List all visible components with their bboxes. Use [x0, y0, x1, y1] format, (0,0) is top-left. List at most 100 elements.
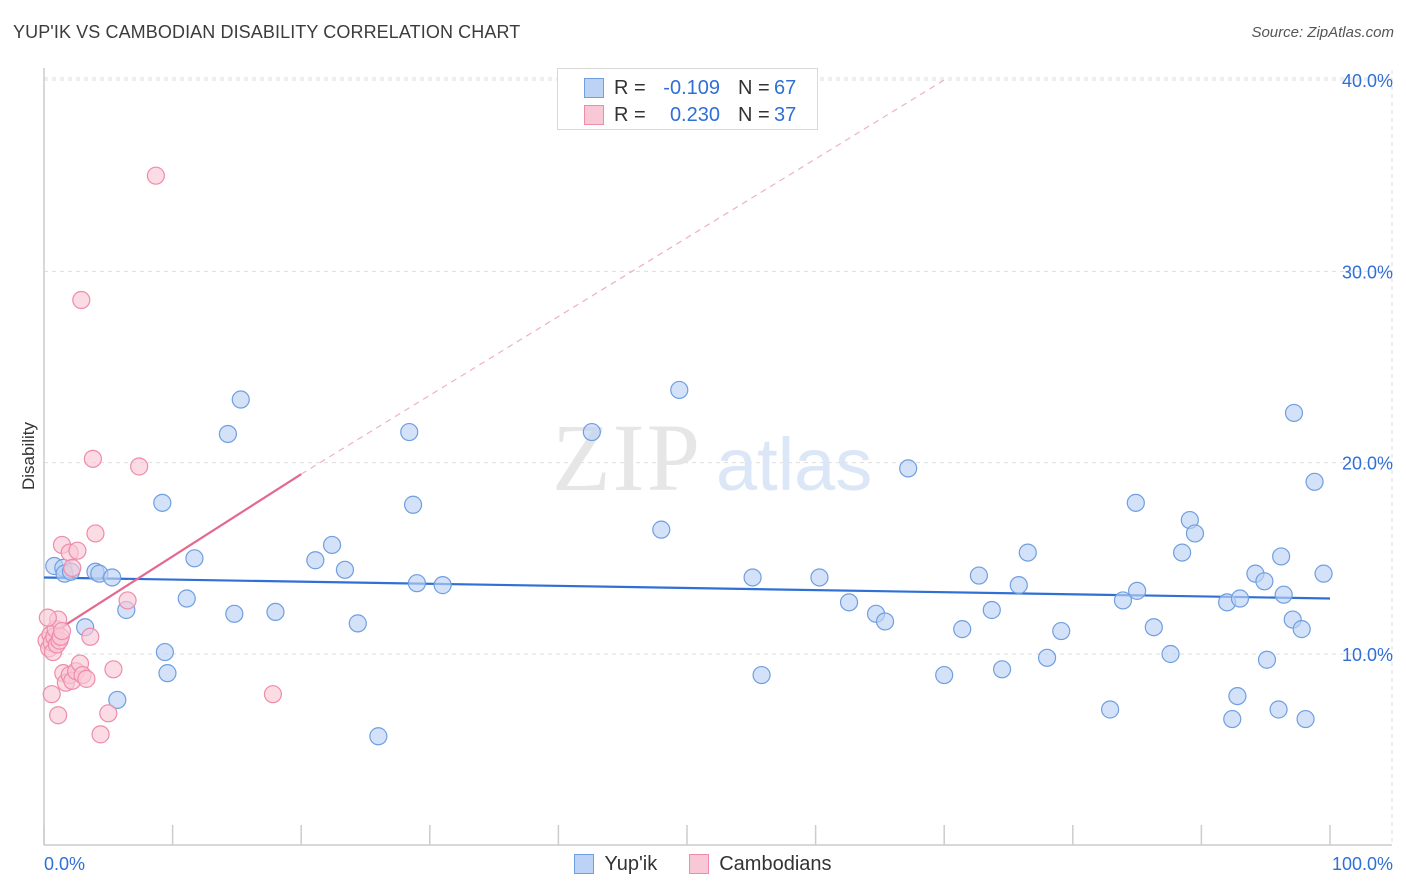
data-point-yupik	[108, 690, 127, 710]
data-point-yupik	[1274, 585, 1293, 604]
data-point-yupik	[1223, 709, 1242, 729]
data-point-yupik	[1018, 543, 1037, 562]
legend-swatch-yupik	[574, 854, 595, 874]
data-point-yupik	[839, 593, 859, 612]
data-point-yupik	[433, 576, 452, 595]
data-point-cambodians	[77, 669, 96, 688]
legend-label-yupik: Yup'ik	[604, 852, 658, 875]
correlation-legend: R = -0.109 N = 67 R = 0.230 N = 37	[557, 68, 818, 130]
x-tick-label: 0.0%	[44, 854, 85, 874]
data-point-yupik	[652, 520, 671, 539]
data-point-yupik	[185, 549, 204, 568]
data-point-yupik	[935, 665, 954, 685]
data-point-yupik	[306, 551, 325, 570]
data-point-yupik	[1257, 650, 1277, 669]
data-point-yupik	[969, 566, 989, 585]
chart-title: YUP'IK VS CAMBODIAN DISABILITY CORRELATI…	[13, 22, 521, 42]
data-point-yupik	[1314, 564, 1333, 583]
data-point-cambodians	[130, 457, 149, 476]
data-point-yupik	[1228, 686, 1247, 706]
data-point-yupik	[218, 424, 237, 444]
data-points	[37, 166, 1333, 746]
legend-r-value: -0.109	[663, 76, 720, 99]
data-point-cambodians	[263, 685, 283, 704]
data-point-yupik	[1100, 700, 1120, 719]
data-point-yupik	[103, 568, 122, 587]
legend-n-value: 37	[774, 103, 797, 126]
data-point-cambodians	[49, 706, 68, 725]
data-point-yupik	[1009, 576, 1028, 595]
data-point-yupik	[1161, 644, 1180, 664]
data-point-yupik	[369, 727, 388, 746]
legend-row-cambodians: R = 0.230 N = 37	[584, 102, 796, 128]
data-point-yupik	[1052, 621, 1071, 641]
data-point-cambodians	[81, 627, 100, 646]
data-point-yupik	[155, 642, 174, 662]
y-tick-label: 10.0%	[1342, 645, 1393, 665]
data-point-yupik	[743, 568, 762, 587]
data-point-cambodians	[146, 166, 165, 185]
data-point-cambodians	[99, 704, 118, 723]
data-point-cambodians	[63, 558, 82, 578]
legend-n-label: N =	[738, 76, 770, 99]
legend-n-value: 67	[774, 76, 797, 99]
data-point-cambodians	[68, 541, 87, 560]
data-point-yupik	[348, 614, 367, 633]
legend-swatch-yupik	[584, 78, 604, 98]
data-point-yupik	[1305, 472, 1324, 491]
data-point-yupik	[158, 664, 177, 683]
legend-n-label: N =	[738, 103, 770, 126]
data-point-yupik	[1230, 589, 1250, 608]
data-point-cambodians	[86, 524, 105, 543]
data-point-cambodians	[38, 608, 57, 627]
legend-item-yupik[interactable]: Yup'ik	[574, 853, 657, 876]
data-point-yupik	[1272, 547, 1291, 566]
data-point-cambodians	[104, 660, 123, 679]
data-point-cambodians	[118, 591, 137, 610]
tick-labels: 10.0% 20.0% 30.0% 40.0% 0.0% 100.0%	[44, 71, 1393, 874]
trend-line-cambodians	[43, 473, 302, 640]
data-point-yupik	[266, 602, 285, 622]
data-point-yupik	[1269, 700, 1288, 719]
data-point-yupik	[335, 560, 355, 579]
data-point-yupik	[670, 380, 689, 400]
legend-item-cambodians[interactable]: Cambodians	[689, 852, 832, 876]
data-point-cambodians	[83, 449, 102, 468]
data-point-yupik	[1113, 591, 1133, 610]
data-point-yupik	[225, 604, 244, 623]
data-point-yupik	[953, 620, 972, 639]
data-point-yupik	[153, 493, 172, 512]
data-point-cambodians	[91, 725, 110, 744]
watermark-zip: ZIP	[552, 404, 702, 511]
legend-r-value: 0.230	[669, 103, 720, 126]
series-legend: Yup'ik Cambodians	[0, 851, 1406, 877]
source-label: Source: ZipAtlas.com	[1251, 24, 1394, 41]
data-point-cambodians	[42, 685, 61, 704]
data-point-yupik	[1185, 524, 1205, 543]
legend-swatch-cambodians	[584, 105, 604, 125]
data-point-yupik	[1127, 581, 1147, 600]
legend-swatch-cambodians	[689, 854, 710, 874]
legend-label-cambodians: Cambodians	[719, 852, 832, 875]
data-point-yupik	[407, 574, 427, 593]
data-point-cambodians	[72, 290, 91, 310]
watermark-atlas: atlas	[716, 423, 872, 506]
data-point-yupik	[400, 422, 419, 442]
data-point-yupik	[899, 459, 918, 478]
data-point-yupik	[1292, 620, 1311, 639]
y-tick-label: 30.0%	[1342, 262, 1393, 282]
y-tick-label: 40.0%	[1342, 71, 1393, 91]
data-point-yupik	[1296, 709, 1315, 729]
data-point-yupik	[752, 665, 771, 685]
legend-r-label: R =	[614, 103, 646, 126]
trend-line-cambodians-extension	[300, 79, 945, 475]
data-point-yupik	[875, 612, 895, 631]
data-point-yupik	[231, 390, 250, 409]
data-point-yupik	[1037, 648, 1057, 667]
data-point-yupik	[1126, 493, 1145, 512]
legend-row-yupik: R = -0.109 N = 67	[584, 75, 796, 101]
data-point-cambodians	[52, 621, 72, 641]
watermark: ZIP atlas	[552, 404, 872, 511]
data-point-yupik	[1255, 572, 1274, 591]
